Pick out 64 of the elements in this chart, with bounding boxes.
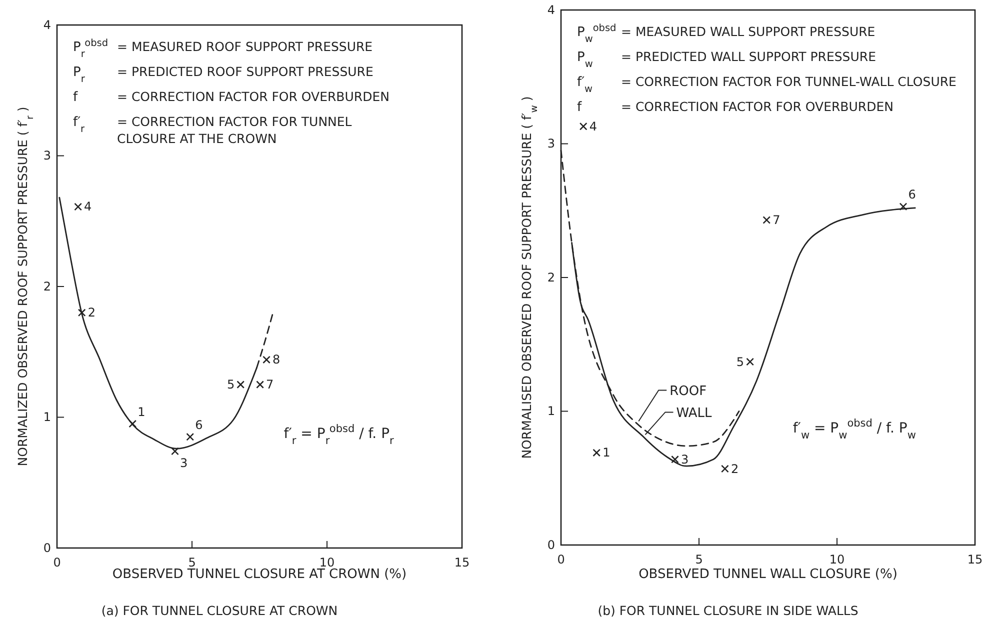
- annotation: 7: [266, 378, 274, 392]
- x-tick-label: 10: [319, 556, 335, 570]
- x-tick-label: 5: [695, 552, 703, 567]
- y-tick-label: 2: [547, 270, 555, 284]
- y-tick-label: 3: [547, 136, 555, 151]
- annotation: 1: [602, 446, 610, 460]
- y-tick-label: 3: [43, 148, 51, 163]
- annotation: 5: [736, 354, 744, 369]
- text: f′$_{w}$ = CORRECTION FACTOR FOR TUNNEL-WALL CLOSURE: [577, 74, 956, 94]
- point: [899, 202, 908, 211]
- annotation: 2: [88, 306, 96, 320]
- text: P$_{w}$ = PREDICTED WALL SUPPORT PRESSURE: [577, 49, 876, 70]
- text: f = CORRECTION FACTOR FOR OVERBURDEN: [73, 89, 390, 105]
- point: [74, 202, 82, 211]
- point: [671, 455, 679, 464]
- y-tick-label: 1: [547, 404, 555, 418]
- annotation: 3: [180, 456, 188, 470]
- x-tick-label: 15: [967, 552, 983, 567]
- annotation: 3: [680, 452, 689, 466]
- text: f′$_{r}$ = CORRECTION FACTOR FOR TUNNEL CLOSURE AT THE CROWN: [73, 114, 352, 146]
- text: P$_{r}$ = PREDICTED ROOF SUPPORT PRESSURE: [73, 64, 374, 84]
- point: [592, 448, 601, 457]
- x-axis-title: OBSERVED TUNNEL WALL CLOSURE (%): [638, 567, 898, 582]
- x-tick-label: 10: [829, 552, 845, 567]
- y-tick-label: 4: [547, 2, 555, 17]
- point: [186, 432, 194, 441]
- y-tick-label: 1: [43, 410, 51, 424]
- x-tick-label: 5: [188, 556, 196, 570]
- point: [579, 122, 588, 130]
- annotation: 8: [272, 352, 280, 367]
- point: [128, 420, 137, 428]
- point: [262, 356, 270, 364]
- annotation: f′$_{w}$ = P$_{w}$$^{obsd}$ / f. P$_{w}$: [792, 418, 916, 442]
- y-tick-label: 0: [547, 538, 555, 552]
- annotation: 4: [589, 119, 597, 134]
- point: [762, 216, 771, 224]
- annotation: 2: [730, 462, 739, 476]
- y-tick-label: 0: [43, 540, 51, 555]
- x-tick-label: 0: [53, 556, 61, 570]
- annotation: P$_{r}$$^{obsd}$ = MEASURED ROOF SUPPORT PRESSURE: [73, 38, 373, 60]
- annotation: 4: [84, 200, 92, 214]
- text: ROOF: [670, 384, 707, 400]
- point: [256, 380, 264, 389]
- annotation: P$_{w}$$^{obsd}$ = MEASURED WALL SUPPORT PRESSURE: [577, 22, 876, 44]
- annotation: 1: [138, 404, 146, 419]
- text: (b) FOR TUNNEL CLOSURE IN SIDE WALLS: [598, 603, 858, 618]
- point: [236, 380, 245, 389]
- y-tick-label: 4: [43, 18, 51, 32]
- annotation: 6: [195, 418, 203, 432]
- point: [171, 447, 179, 456]
- text: (a) FOR TUNNEL CLOSURE AT CROWN: [101, 603, 338, 618]
- y-tick-label: 2: [43, 279, 51, 294]
- annotation: 5: [226, 378, 235, 392]
- annotation: f′$_{r}$ = P$_{r}$$^{obsd}$ / f. P$_{r}$: [284, 423, 395, 448]
- annotation: 7: [772, 212, 780, 227]
- point: [746, 358, 754, 366]
- text: f = CORRECTION FACTOR FOR OVERBURDEN: [577, 99, 894, 115]
- x-axis-title: OBSERVED TUNNEL CLOSURE AT CROWN (%): [112, 567, 407, 582]
- point: [78, 308, 86, 317]
- x-tick-label: 15: [454, 556, 470, 570]
- x-tick-label: 0: [557, 552, 565, 567]
- annotation: 6: [908, 188, 916, 202]
- legend-label: WALL: [676, 406, 713, 422]
- point: [721, 464, 729, 473]
